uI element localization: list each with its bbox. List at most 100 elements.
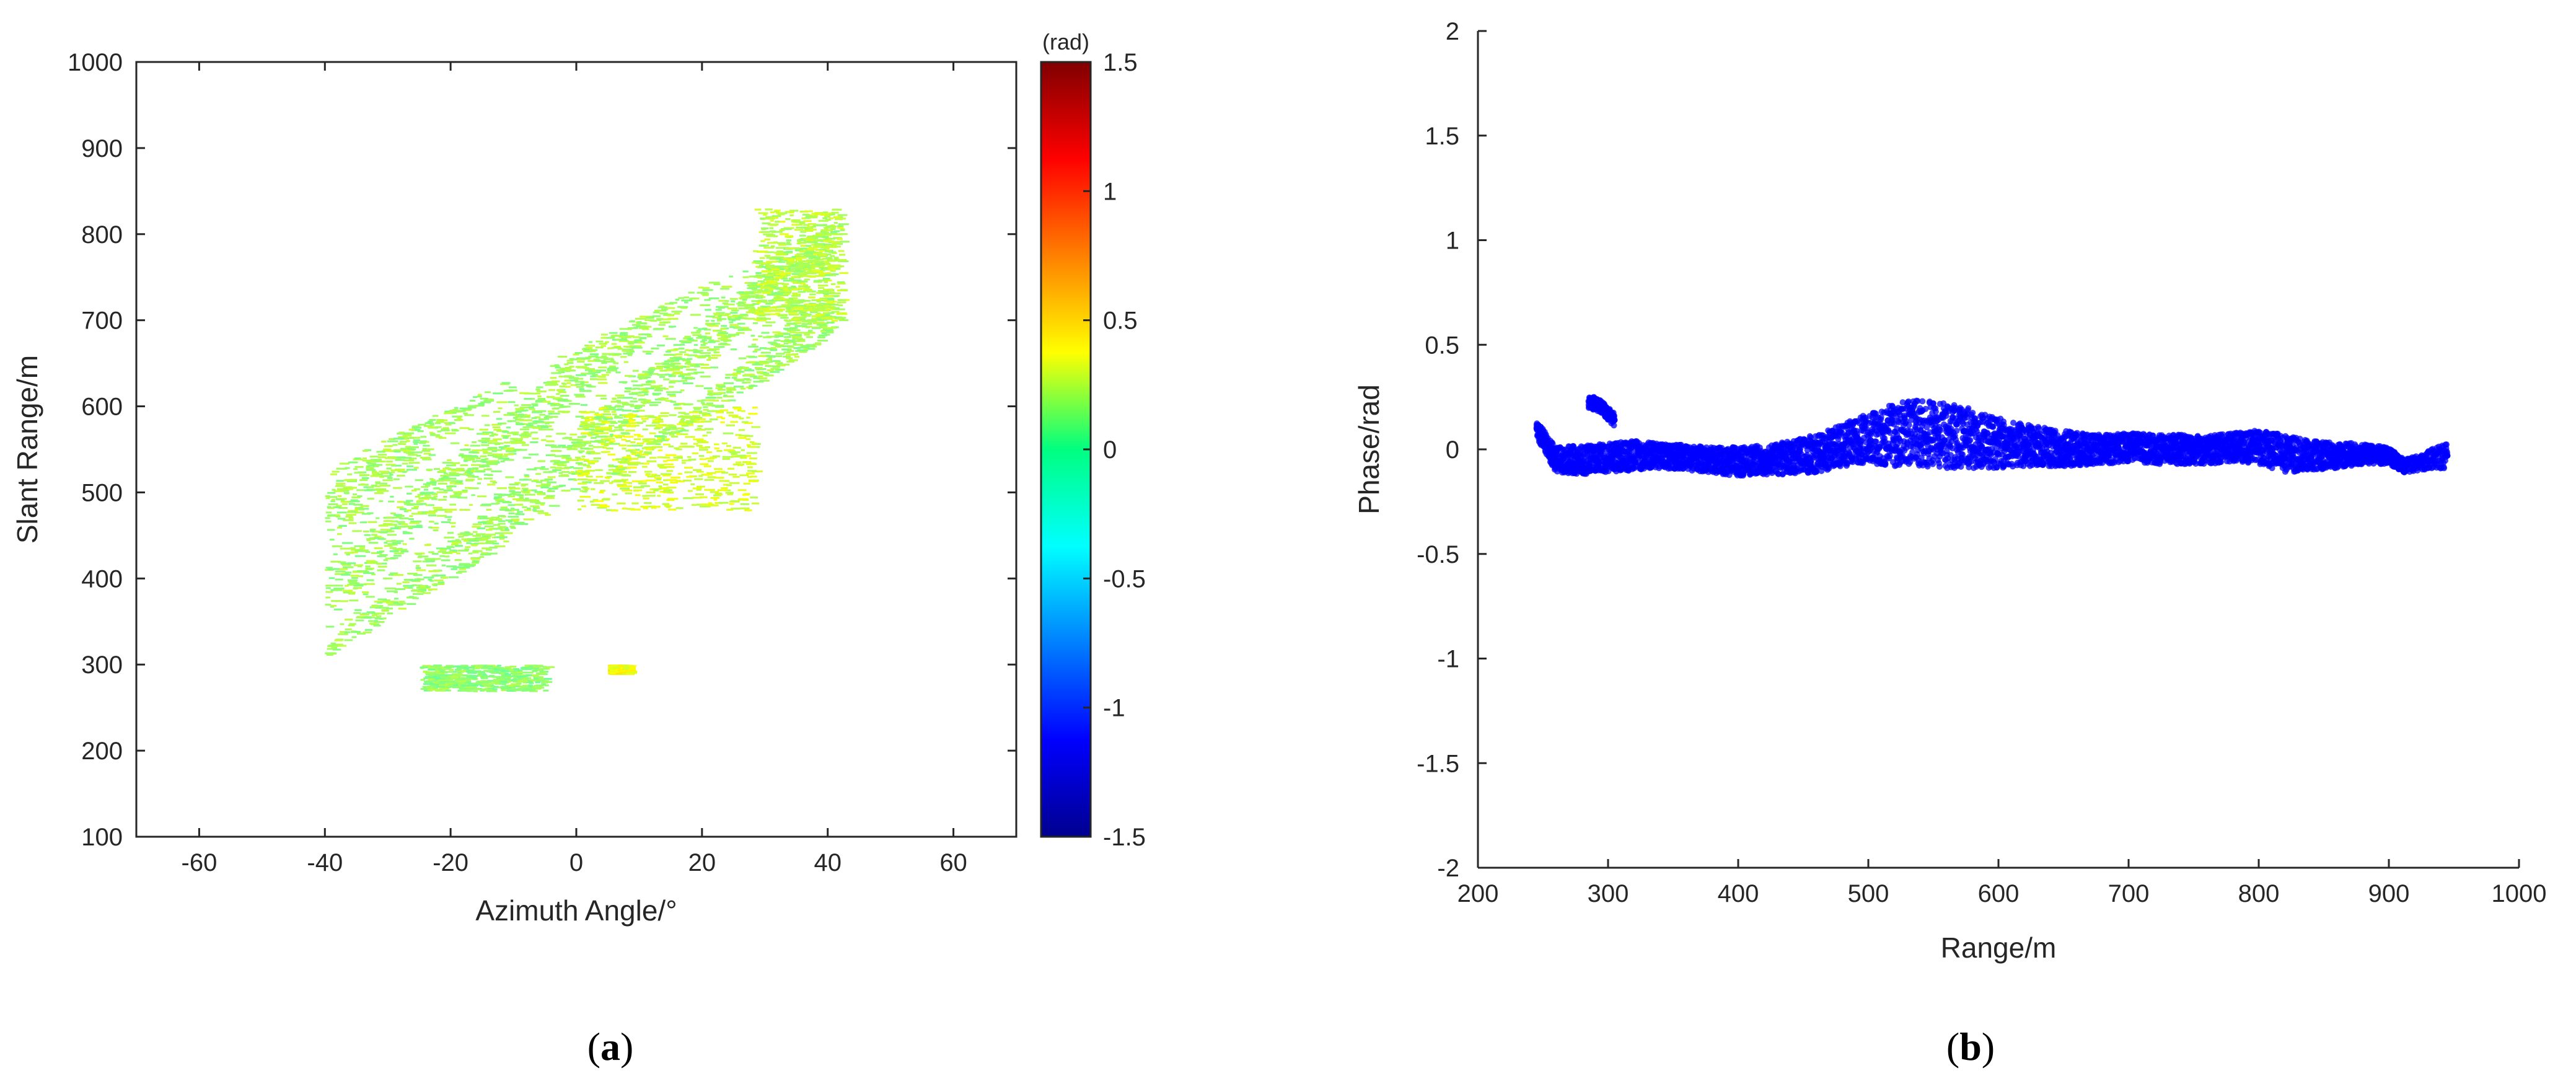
heatmap-cell — [793, 322, 802, 324]
heatmap-cell — [408, 446, 419, 449]
heatmap-cell — [379, 554, 388, 557]
heatmap-cell — [424, 422, 434, 425]
heatmap-cell — [455, 571, 462, 574]
heatmap-cell — [781, 298, 786, 300]
heatmap-cell — [514, 404, 519, 407]
heatmap-cell — [657, 374, 667, 376]
heatmap-cell — [798, 299, 805, 301]
heatmap-cell — [716, 351, 720, 354]
heatmap-cell — [588, 444, 594, 447]
heatmap-cell — [421, 486, 429, 488]
heatmap-cell — [464, 444, 469, 446]
heatmap-cell — [428, 551, 434, 553]
heatmap-cell — [378, 524, 389, 527]
heatmap-cell — [377, 454, 387, 456]
heatmap-cell — [584, 489, 589, 492]
heatmap-cell — [502, 501, 512, 503]
heatmap-cell — [800, 245, 812, 247]
heatmap-cell — [644, 438, 656, 441]
heatmap-cell — [713, 340, 720, 342]
heatmap-cell — [735, 434, 742, 436]
heatmap-cell — [395, 459, 405, 461]
heatmap-cell — [791, 273, 801, 275]
heatmap-cell — [665, 454, 677, 456]
heatmap-cell — [815, 232, 822, 235]
heatmap-cell — [345, 571, 352, 574]
heatmap-cell — [696, 337, 705, 339]
heatmap-cell — [681, 299, 693, 302]
heatmap-cell — [622, 350, 633, 352]
heatmap-cell — [403, 586, 408, 589]
heatmap-cell — [473, 550, 483, 552]
heatmap-cell — [502, 431, 509, 433]
heatmap-cell — [503, 540, 509, 543]
heatmap-cell — [385, 601, 397, 604]
heatmap-cell — [711, 320, 715, 322]
heatmap-cell — [360, 549, 369, 552]
heatmap-cell — [793, 310, 802, 312]
heatmap-cell — [726, 412, 734, 414]
heatmap-cell — [613, 479, 622, 482]
heatmap-cell — [827, 213, 835, 216]
heatmap-cell — [540, 426, 549, 428]
heatmap-cell — [436, 491, 448, 493]
heatmap-cell — [542, 428, 554, 431]
heatmap-cell — [726, 424, 735, 426]
heatmap-cell — [353, 584, 364, 587]
heatmap-cell — [777, 242, 786, 244]
heatmap-cell — [486, 520, 493, 522]
heatmap-cell — [673, 344, 681, 346]
heatmap-cell — [522, 416, 530, 418]
heatmap-cell — [363, 631, 372, 633]
heatmap-cell — [667, 364, 675, 366]
heatmap-cell — [825, 244, 835, 247]
heatmap-cell — [738, 307, 749, 310]
heatmap-cell — [657, 438, 666, 441]
heatmap-cell — [347, 562, 356, 565]
heatmap-cell — [817, 249, 827, 251]
heatmap-cell — [705, 446, 711, 448]
heatmap-cell — [442, 668, 451, 670]
heatmap-cell — [498, 520, 506, 522]
heatmap-cell — [479, 556, 485, 558]
heatmap-cell — [763, 374, 769, 376]
heatmap-cell — [485, 439, 490, 441]
heatmap-cell — [515, 415, 524, 418]
heatmap-cell — [760, 351, 771, 354]
heatmap-cell — [536, 390, 547, 392]
heatmap-cell — [564, 363, 569, 366]
heatmap-cell — [819, 302, 830, 305]
heatmap-cell — [361, 483, 365, 485]
heatmap-cell — [642, 328, 649, 330]
heatmap-cell — [785, 328, 789, 331]
heatmap-cell — [341, 542, 353, 544]
heatmap-cell — [503, 422, 507, 425]
heatmap-x-tick-label: 40 — [814, 849, 842, 876]
heatmap-cell — [685, 349, 689, 351]
heatmap-cell — [437, 550, 447, 553]
heatmap-cell — [628, 464, 639, 466]
heatmap-cell — [573, 479, 578, 482]
heatmap-cell — [744, 282, 749, 284]
heatmap-cell — [688, 459, 697, 461]
heatmap-cell — [514, 482, 521, 484]
heatmap-cell — [416, 586, 422, 589]
heatmap-cell — [794, 263, 801, 266]
heatmap-cell — [791, 318, 801, 320]
heatmap-cell — [778, 363, 783, 365]
heatmap-cell — [354, 506, 364, 509]
heatmap-cell — [503, 413, 512, 416]
heatmap-cell — [457, 670, 467, 672]
heatmap-cell — [345, 488, 353, 490]
heatmap-cell — [435, 574, 446, 576]
heatmap-cell — [604, 443, 610, 445]
heatmap-cell — [804, 210, 813, 213]
heatmap-cell — [559, 485, 566, 487]
heatmap-cell — [469, 467, 474, 470]
heatmap-cell — [454, 677, 465, 679]
heatmap-cell — [561, 382, 566, 385]
heatmap-cell — [615, 434, 625, 437]
heatmap-cell — [493, 438, 502, 441]
heatmap-cell — [609, 365, 616, 368]
heatmap-cell — [402, 470, 407, 473]
